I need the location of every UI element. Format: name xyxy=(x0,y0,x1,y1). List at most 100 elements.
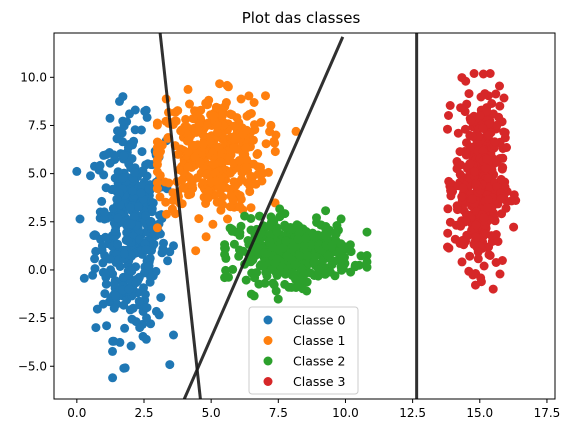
data-point xyxy=(223,214,232,224)
data-point xyxy=(466,116,476,126)
data-point xyxy=(130,105,140,115)
data-point xyxy=(90,264,100,274)
data-point xyxy=(176,126,186,136)
data-point xyxy=(160,177,170,187)
x-tick-label: 7.5 xyxy=(269,406,288,420)
data-point xyxy=(272,254,282,264)
data-point xyxy=(468,270,478,280)
data-point xyxy=(90,254,100,264)
data-point xyxy=(110,291,120,301)
data-point xyxy=(142,313,151,323)
data-point xyxy=(287,224,297,234)
data-point xyxy=(478,123,488,133)
data-point xyxy=(208,159,218,169)
data-point xyxy=(152,118,162,128)
plot-frame xyxy=(53,32,556,400)
data-point xyxy=(271,286,281,296)
data-point xyxy=(501,203,511,213)
data-point xyxy=(113,213,123,223)
data-point xyxy=(345,240,355,250)
data-point xyxy=(491,89,501,99)
data-point xyxy=(457,257,467,267)
data-point xyxy=(105,158,115,168)
data-point xyxy=(156,293,166,303)
y-tick-label: 7.5 xyxy=(28,118,47,132)
data-point xyxy=(167,204,177,214)
data-point xyxy=(79,273,89,283)
data-point xyxy=(112,134,122,144)
data-point xyxy=(228,264,238,274)
data-point xyxy=(109,150,119,160)
data-point xyxy=(356,251,366,261)
data-point xyxy=(487,99,497,108)
data-point xyxy=(246,214,256,223)
x-tick-label: 15.0 xyxy=(466,406,493,420)
data-point xyxy=(128,186,137,196)
chart-title: Plot das classes xyxy=(242,9,361,27)
data-point xyxy=(484,250,494,260)
data-point xyxy=(141,245,151,255)
data-point xyxy=(237,174,247,184)
data-point xyxy=(225,168,235,178)
data-point xyxy=(100,270,110,280)
data-point xyxy=(231,133,241,143)
data-point xyxy=(450,234,460,244)
data-point xyxy=(362,227,372,237)
boundary-line-0 xyxy=(158,32,202,400)
data-point xyxy=(257,176,267,186)
data-point xyxy=(475,111,485,120)
data-point xyxy=(134,296,144,306)
data-point xyxy=(194,214,204,224)
data-point xyxy=(270,138,280,148)
data-point xyxy=(101,183,111,193)
data-point xyxy=(134,202,143,212)
data-point xyxy=(142,112,152,122)
data-point xyxy=(280,268,290,277)
data-point xyxy=(228,195,238,205)
data-point xyxy=(465,251,475,261)
x-tick-label: 2.5 xyxy=(134,406,153,420)
data-point xyxy=(126,341,136,351)
data-point xyxy=(309,257,319,267)
legend-marker-0 xyxy=(263,315,273,325)
data-point xyxy=(130,125,140,135)
data-point xyxy=(259,248,269,258)
data-point xyxy=(152,137,162,147)
data-point xyxy=(444,111,453,120)
data-point xyxy=(253,243,263,253)
data-point xyxy=(225,109,235,119)
data-point xyxy=(211,176,221,186)
data-point xyxy=(293,224,303,234)
data-point xyxy=(492,120,502,130)
data-point xyxy=(124,284,134,294)
data-point xyxy=(468,194,477,204)
y-tick-label: −2.5 xyxy=(18,311,47,325)
data-point xyxy=(109,336,119,346)
data-point xyxy=(209,111,219,121)
data-point xyxy=(100,289,110,299)
legend-label-0: Classe 0 xyxy=(293,313,346,328)
data-point xyxy=(138,166,148,176)
data-point xyxy=(102,150,112,159)
data-point xyxy=(445,101,455,110)
data-point xyxy=(321,206,331,216)
legend-label-2: Classe 2 xyxy=(293,354,346,369)
data-point xyxy=(484,119,494,129)
data-point xyxy=(123,142,133,152)
data-point xyxy=(270,147,280,157)
data-point xyxy=(152,160,162,170)
data-point xyxy=(173,149,183,159)
data-point xyxy=(272,227,282,237)
data-point xyxy=(126,251,136,261)
y-tick-label: 2.5 xyxy=(28,215,47,229)
data-point xyxy=(496,174,506,184)
series-1-points xyxy=(152,79,301,256)
y-tick-label: 5.0 xyxy=(28,167,47,181)
data-point xyxy=(118,92,128,102)
data-point xyxy=(490,137,500,147)
data-point xyxy=(496,194,506,204)
x-tick-label: 5.0 xyxy=(202,406,221,420)
data-point xyxy=(443,204,453,214)
data-point xyxy=(165,360,175,370)
data-point xyxy=(453,128,463,138)
